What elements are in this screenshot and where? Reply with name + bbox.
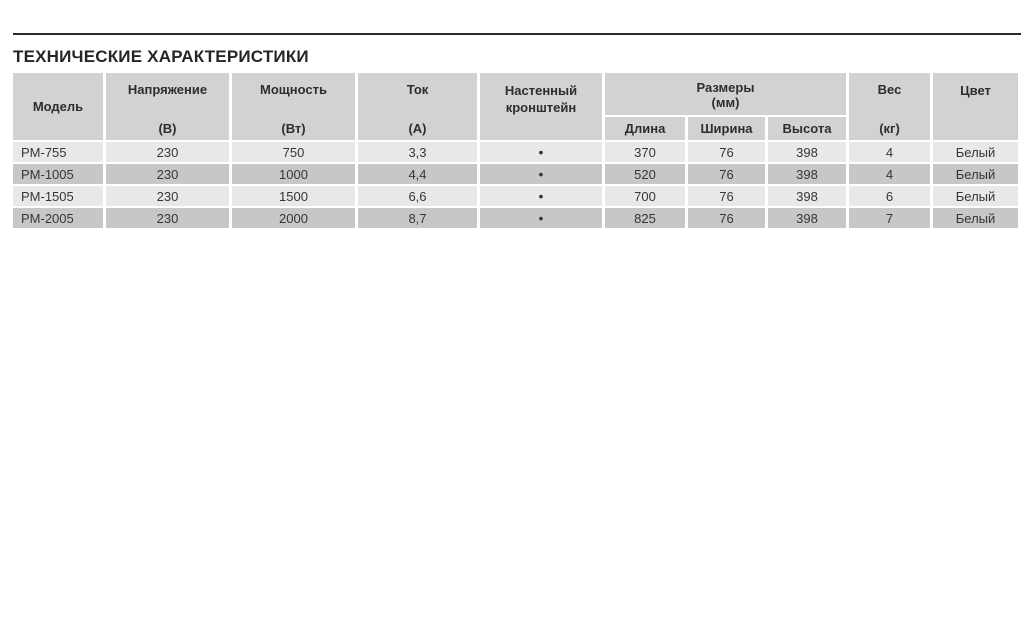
cell-current: 3,3	[358, 142, 477, 162]
cell-voltage: 230	[106, 164, 229, 184]
cell-height: 398	[768, 186, 846, 206]
table-row: PM-1505 230 1500 6,6 • 700 76 398 6 Белы…	[13, 186, 1018, 206]
cell-color: Белый	[933, 186, 1018, 206]
page: ТЕХНИЧЕСКИЕ ХАРАКТЕРИСТИКИ Модель Напряж…	[0, 33, 1029, 228]
cell-model: PM-1005	[13, 164, 103, 184]
header-power: Мощность (Вт)	[232, 73, 355, 140]
cell-weight: 4	[849, 164, 930, 184]
header-color: Цвет	[933, 73, 1018, 140]
header-voltage: Напряжение (В)	[106, 73, 229, 140]
table-row: PM-2005 230 2000 8,7 • 825 76 398 7 Белы…	[13, 208, 1018, 228]
cell-height: 398	[768, 142, 846, 162]
table-row: PM-755 230 750 3,3 • 370 76 398 4 Белый	[13, 142, 1018, 162]
cell-model: PM-755	[13, 142, 103, 162]
cell-model: PM-1505	[13, 186, 103, 206]
cell-height: 398	[768, 164, 846, 184]
page-title: ТЕХНИЧЕСКИЕ ХАРАКТЕРИСТИКИ	[13, 47, 309, 66]
cell-wall-bracket-dot: •	[480, 186, 602, 206]
header-wall-bracket: Настенный кронштейн	[480, 73, 602, 140]
cell-model: PM-2005	[13, 208, 103, 228]
cell-power: 1000	[232, 164, 355, 184]
cell-length: 370	[605, 142, 685, 162]
cell-length: 700	[605, 186, 685, 206]
cell-voltage: 230	[106, 142, 229, 162]
cell-wall-bracket-dot: •	[480, 208, 602, 228]
cell-weight: 4	[849, 142, 930, 162]
cell-current: 6,6	[358, 186, 477, 206]
cell-width: 76	[688, 142, 765, 162]
header-dimensions-group: Размеры (мм)	[605, 73, 846, 115]
cell-wall-bracket-dot: •	[480, 142, 602, 162]
cell-current: 4,4	[358, 164, 477, 184]
cell-power: 2000	[232, 208, 355, 228]
header-model: Модель	[13, 73, 103, 140]
spec-table: Модель Напряжение (В) Мощность (Вт) Ток …	[13, 73, 1018, 228]
header-length: Длина	[605, 117, 685, 140]
cell-width: 76	[688, 164, 765, 184]
header-height: Высота	[768, 117, 846, 140]
cell-width: 76	[688, 186, 765, 206]
cell-width: 76	[688, 208, 765, 228]
cell-height: 398	[768, 208, 846, 228]
cell-current: 8,7	[358, 208, 477, 228]
cell-color: Белый	[933, 164, 1018, 184]
cell-power: 750	[232, 142, 355, 162]
cell-weight: 6	[849, 186, 930, 206]
header-weight: Вес (кг)	[849, 73, 930, 140]
cell-color: Белый	[933, 208, 1018, 228]
cell-voltage: 230	[106, 208, 229, 228]
cell-voltage: 230	[106, 186, 229, 206]
header-current: Ток (А)	[358, 73, 477, 140]
title-rule	[13, 33, 1021, 35]
header-width: Ширина	[688, 117, 765, 140]
cell-length: 520	[605, 164, 685, 184]
cell-wall-bracket-dot: •	[480, 164, 602, 184]
table-row: PM-1005 230 1000 4,4 • 520 76 398 4 Белы…	[13, 164, 1018, 184]
cell-color: Белый	[933, 142, 1018, 162]
table-header: Модель Напряжение (В) Мощность (Вт) Ток …	[13, 73, 1018, 140]
cell-power: 1500	[232, 186, 355, 206]
cell-length: 825	[605, 208, 685, 228]
cell-weight: 7	[849, 208, 930, 228]
